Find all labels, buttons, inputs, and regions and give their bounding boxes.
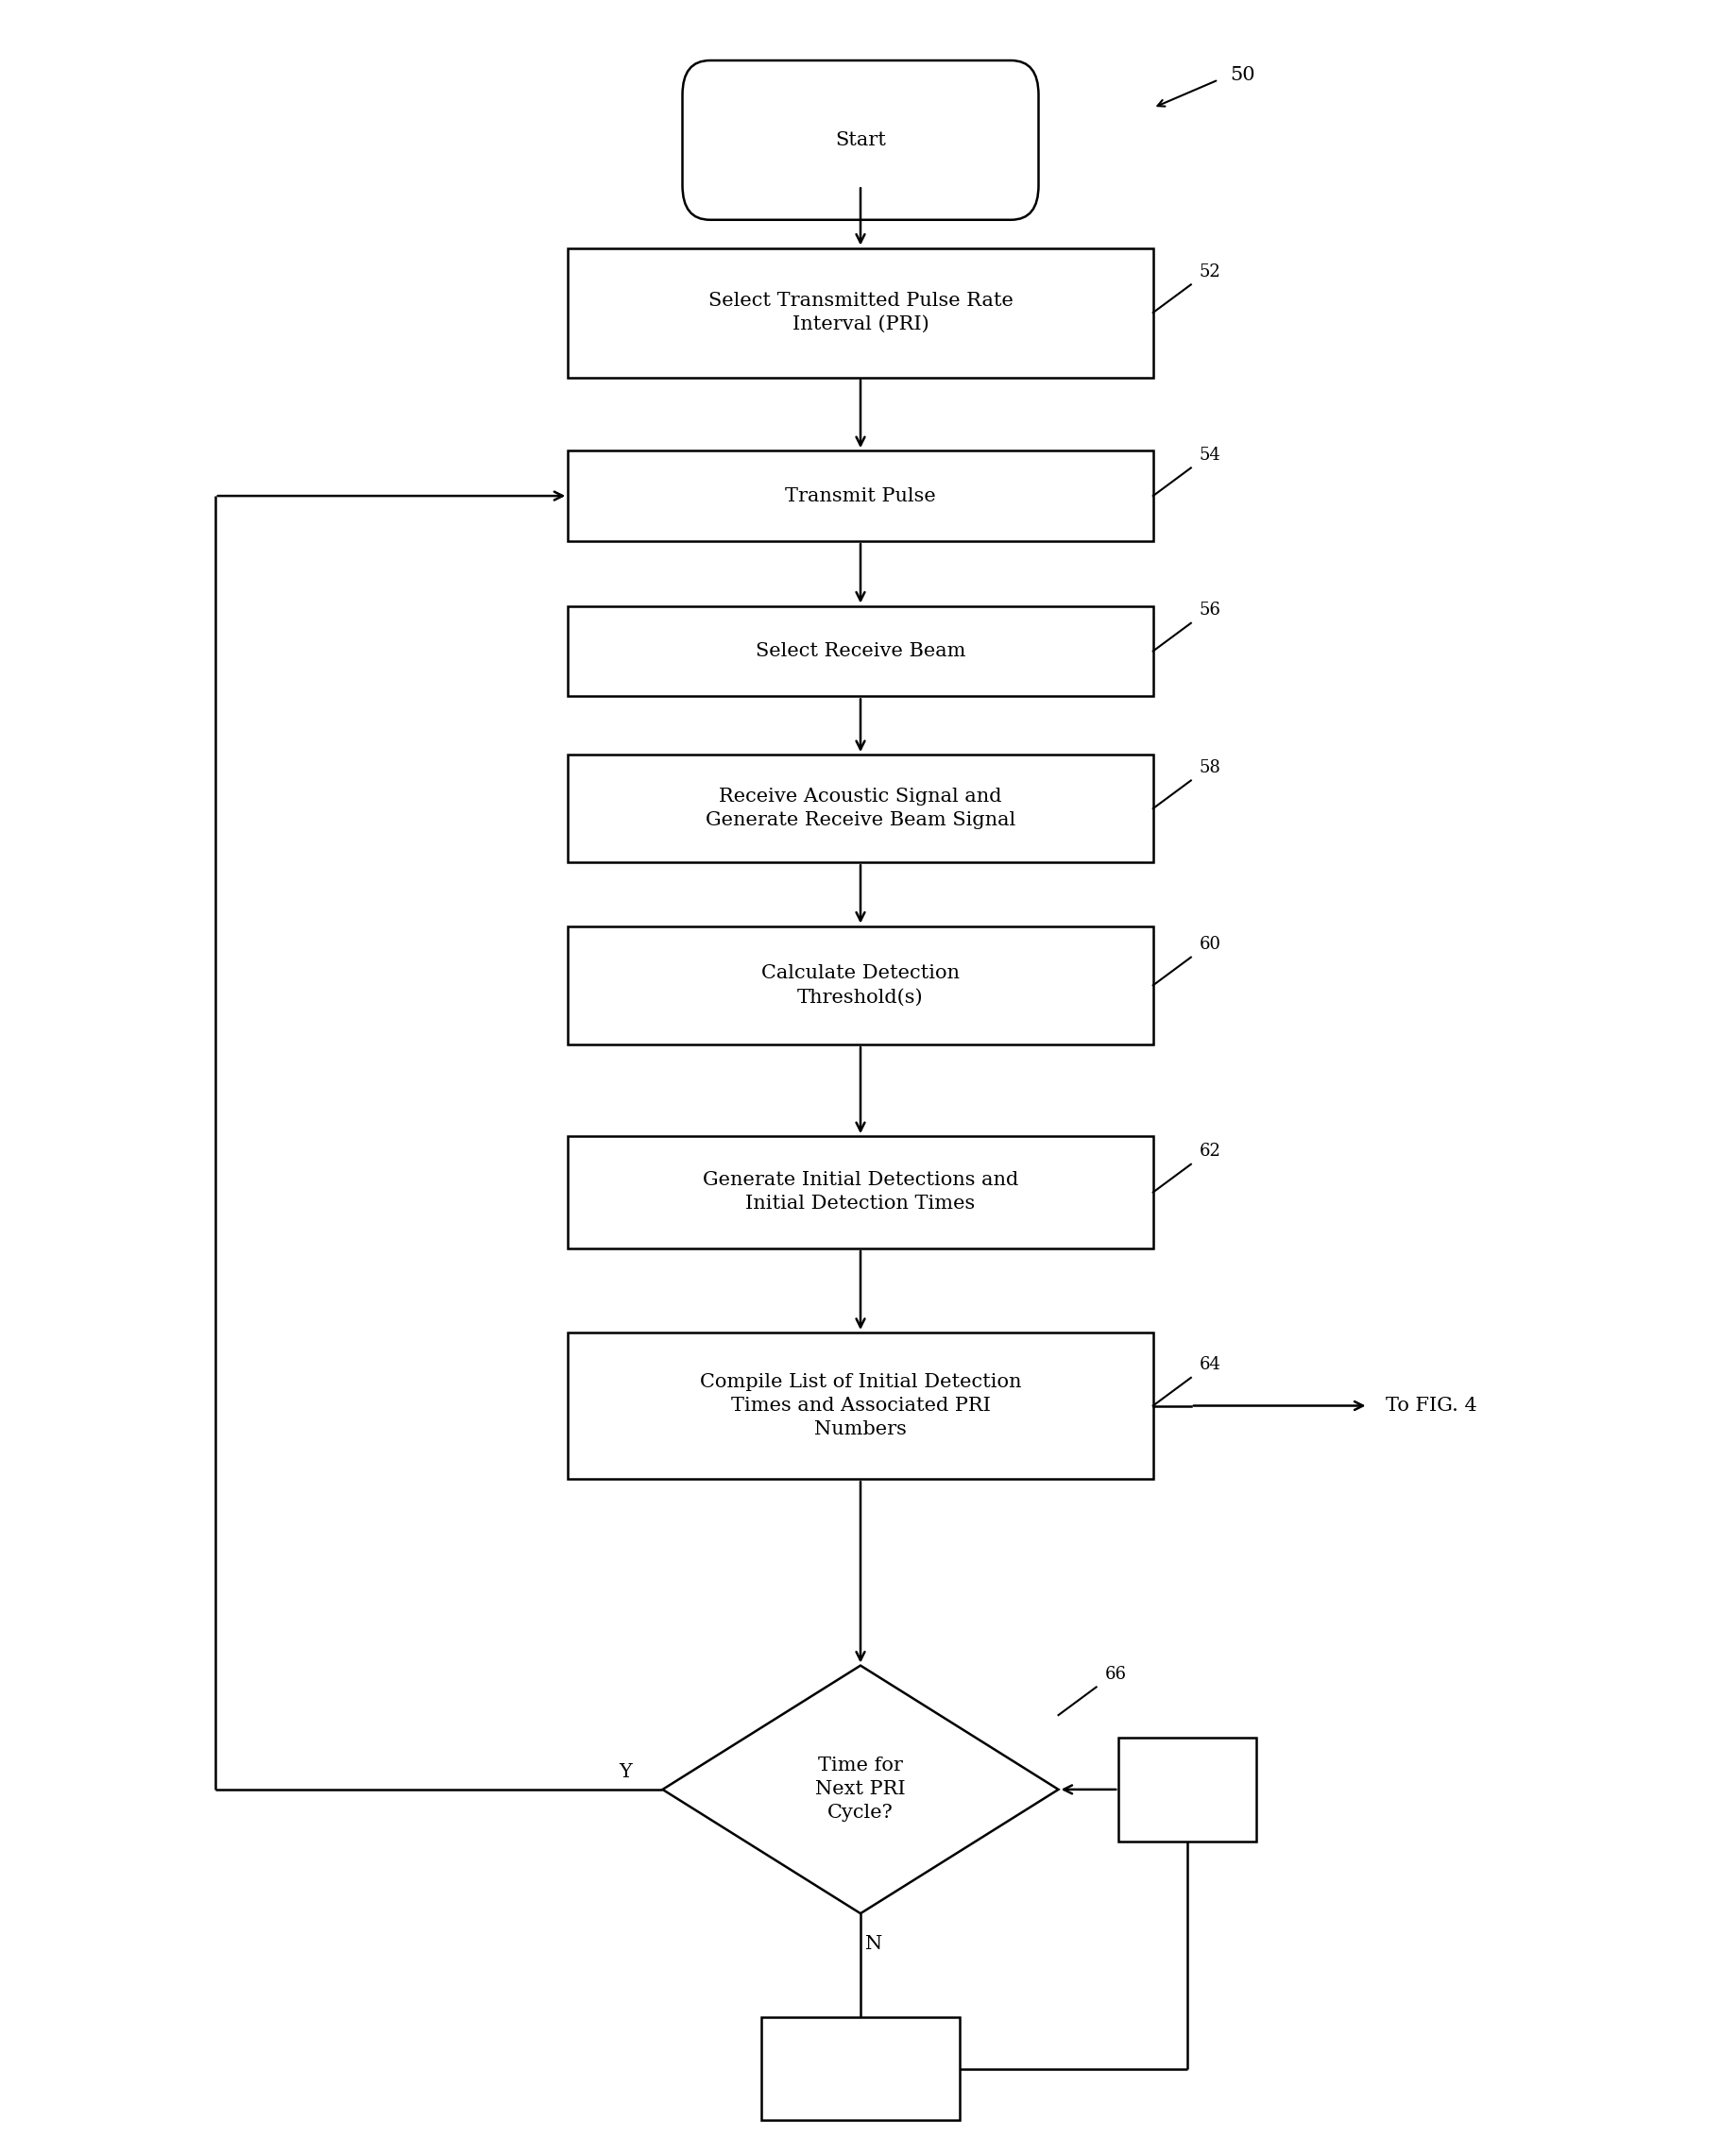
Bar [568, 606, 1153, 696]
Text: Generate Initial Detections and
Initial Detection Times: Generate Initial Detections and Initial … [702, 1171, 1019, 1214]
Text: 50: 50 [1231, 67, 1256, 84]
Text: Time for
Next PRI
Cycle?: Time for Next PRI Cycle? [816, 1757, 905, 1822]
Text: Start: Start [835, 132, 886, 149]
Text: Calculate Detection
Threshold(s): Calculate Detection Threshold(s) [761, 964, 960, 1007]
Bar [568, 1136, 1153, 1248]
Bar [568, 1332, 1153, 1479]
Text: 64: 64 [1200, 1356, 1222, 1373]
Bar [568, 755, 1153, 862]
Text: 62: 62 [1200, 1143, 1222, 1160]
Text: To FIG. 4: To FIG. 4 [1385, 1397, 1477, 1414]
Bar [1119, 1738, 1256, 1841]
Text: N: N [866, 1936, 883, 1953]
Text: 52: 52 [1200, 263, 1220, 280]
Text: Compile List of Initial Detection
Times and Associated PRI
Numbers: Compile List of Initial Detection Times … [700, 1373, 1021, 1438]
Text: 54: 54 [1200, 446, 1220, 464]
Text: Y: Y [618, 1764, 632, 1781]
Text: Transmit Pulse: Transmit Pulse [785, 487, 936, 505]
Bar [568, 927, 1153, 1044]
Bar [761, 2018, 960, 2119]
Text: Receive Acoustic Signal and
Generate Receive Beam Signal: Receive Acoustic Signal and Generate Rec… [706, 787, 1015, 830]
Text: 56: 56 [1200, 602, 1222, 619]
Bar [568, 248, 1153, 377]
Text: 66: 66 [1105, 1667, 1127, 1682]
Bar [568, 451, 1153, 541]
Text: 58: 58 [1200, 759, 1222, 776]
Text: Select Transmitted Pulse Rate
Interval (PRI): Select Transmitted Pulse Rate Interval (… [707, 291, 1014, 334]
Text: 60: 60 [1200, 936, 1222, 953]
Text: Select Receive Beam: Select Receive Beam [756, 642, 965, 660]
